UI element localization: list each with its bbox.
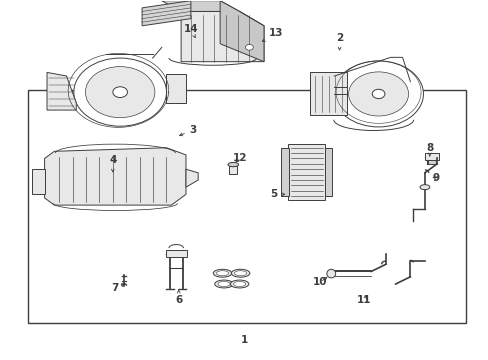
Ellipse shape [216, 271, 228, 276]
Circle shape [348, 72, 408, 116]
Ellipse shape [419, 185, 429, 190]
Ellipse shape [227, 162, 238, 167]
Text: 7: 7 [111, 283, 124, 293]
Bar [280, 148, 289, 196]
Ellipse shape [218, 282, 230, 287]
Text: 10: 10 [312, 277, 326, 287]
Text: 6: 6 [175, 289, 182, 305]
Bar [310, 72, 346, 116]
Ellipse shape [230, 280, 248, 288]
Ellipse shape [214, 280, 233, 288]
Bar [27, 90, 466, 323]
Ellipse shape [233, 282, 245, 287]
Circle shape [333, 61, 423, 127]
Text: 9: 9 [432, 173, 439, 183]
Ellipse shape [213, 269, 231, 277]
Bar [165, 250, 186, 257]
Polygon shape [44, 148, 185, 205]
Circle shape [85, 67, 155, 118]
Text: 11: 11 [356, 295, 370, 305]
Bar [229, 166, 237, 174]
Circle shape [371, 89, 384, 99]
Text: 3: 3 [179, 125, 197, 136]
Text: 2: 2 [335, 33, 343, 50]
Polygon shape [161, 1, 239, 12]
Ellipse shape [326, 269, 335, 278]
Text: 5: 5 [269, 189, 284, 199]
Polygon shape [142, 1, 190, 26]
Ellipse shape [234, 271, 246, 276]
Text: 13: 13 [262, 28, 283, 41]
Bar [427, 159, 435, 164]
Text: 4: 4 [109, 155, 116, 172]
Circle shape [113, 87, 127, 98]
Text: 1: 1 [241, 334, 247, 345]
Ellipse shape [231, 269, 249, 277]
Polygon shape [47, 72, 76, 110]
Bar [32, 169, 44, 194]
Text: 8: 8 [426, 143, 432, 156]
Circle shape [74, 58, 166, 126]
Polygon shape [181, 12, 264, 62]
Bar [325, 148, 331, 196]
Polygon shape [220, 1, 264, 62]
Polygon shape [185, 169, 198, 187]
Polygon shape [166, 74, 185, 103]
Text: 14: 14 [183, 24, 198, 37]
Text: 12: 12 [232, 153, 246, 163]
Bar [288, 144, 325, 200]
Circle shape [245, 44, 253, 50]
Bar [424, 153, 438, 160]
